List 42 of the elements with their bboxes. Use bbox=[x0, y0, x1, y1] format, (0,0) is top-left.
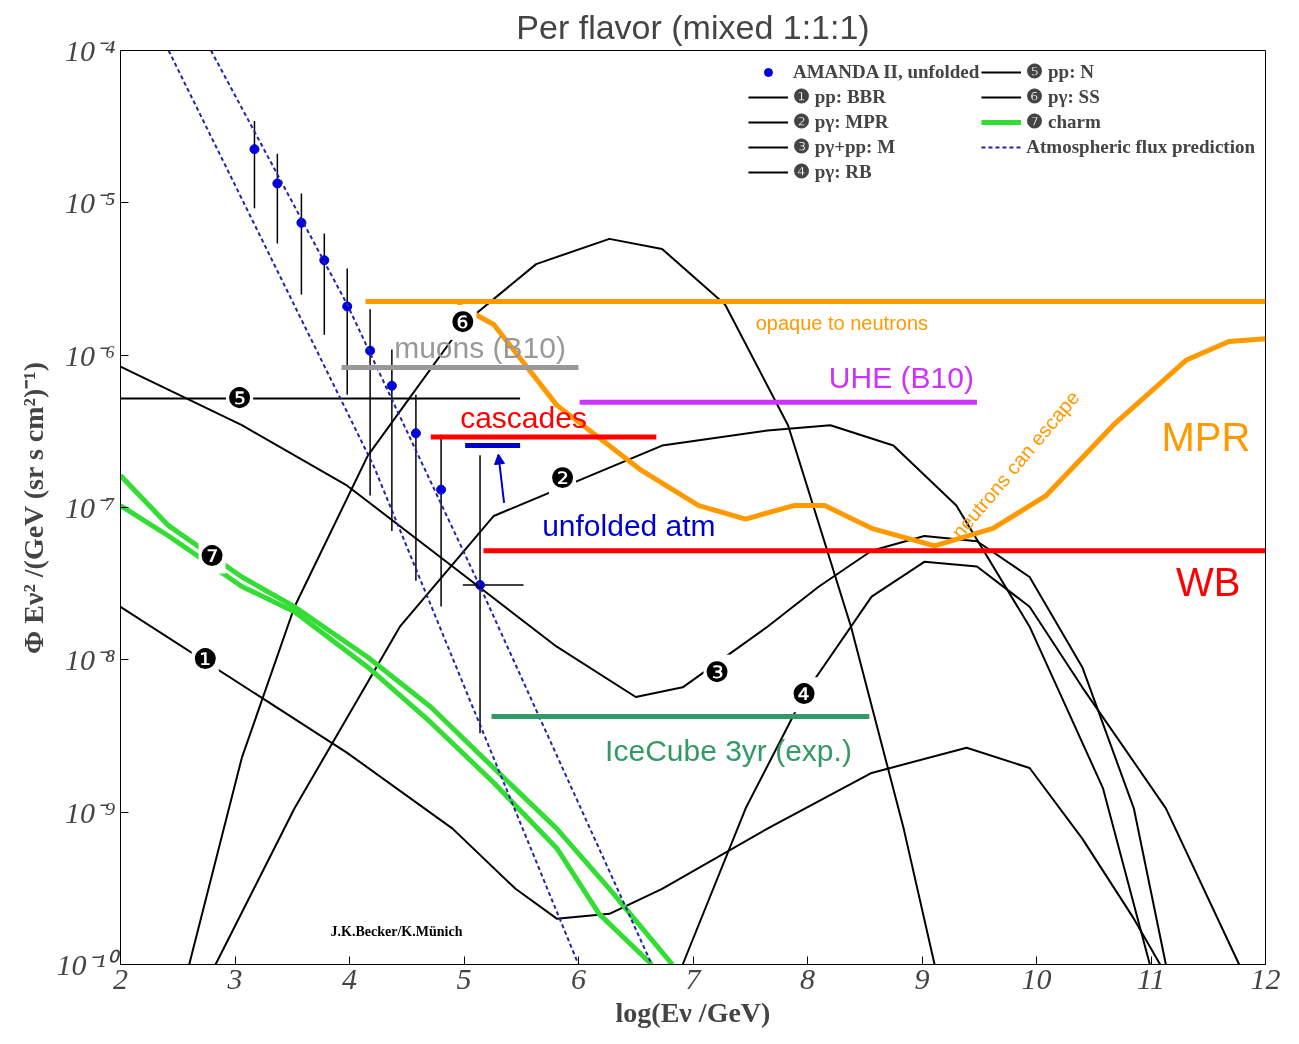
x-tick-label: 12 bbox=[1250, 961, 1281, 995]
legend-label: ❹ pγ: RB bbox=[792, 160, 872, 183]
annotation: ❼ bbox=[199, 539, 225, 573]
legend-label: ❺ pp: N bbox=[1026, 60, 1094, 83]
y-tick-label: 10⁻⁹ bbox=[65, 795, 116, 829]
x-tick-label: 9 bbox=[914, 961, 930, 995]
x-tick-label: 11 bbox=[1137, 961, 1165, 995]
legend-label: AMANDA II, unfolded bbox=[792, 60, 980, 83]
x-tick-label: 10 bbox=[1021, 961, 1052, 995]
y-tick-label: 10⁻⁸ bbox=[65, 643, 116, 677]
legend-label: ❷ pγ: MPR bbox=[792, 110, 889, 133]
series-label: IceCube 3yr (exp.) bbox=[605, 733, 852, 767]
legend-label: ❸ pγ+pp: M bbox=[792, 135, 896, 158]
y-tick-label: 10⁻⁴ bbox=[65, 34, 116, 67]
text: unfolded atm bbox=[542, 508, 716, 542]
x-tick-label: 7 bbox=[685, 961, 703, 995]
chart-title: Per flavor (mixed 1:1:1) bbox=[516, 7, 870, 46]
y-tick-label: 10⁻⁵ bbox=[65, 186, 116, 220]
legend-label: Atmospheric flux prediction bbox=[1026, 135, 1255, 158]
annotation: ❷ bbox=[549, 462, 576, 496]
legend-label: ❼ charm bbox=[1026, 110, 1101, 133]
annotation: J.K.Becker/K.Münich bbox=[330, 924, 463, 939]
annotation: ❶ bbox=[192, 643, 218, 677]
legend-label: ❻ pγ: SS bbox=[1026, 85, 1100, 108]
series-label: WB bbox=[1176, 560, 1241, 605]
y-axis-title: Φ Eν² /(GeV (sr s cm²)⁻¹) bbox=[17, 361, 49, 655]
x-tick-label: 6 bbox=[571, 961, 586, 995]
series-label: opaque to neutrons bbox=[755, 312, 929, 335]
annotation: ❸ bbox=[704, 655, 730, 689]
x-tick-label: 4 bbox=[342, 961, 357, 995]
y-tick-label: 10⁻⁶ bbox=[65, 338, 116, 372]
x-tick-label: 3 bbox=[226, 961, 243, 995]
series-label: MPR bbox=[1161, 415, 1251, 459]
x-tick-label: 8 bbox=[800, 961, 815, 995]
annotation: ❻ bbox=[450, 305, 476, 339]
series-label: UHE (B10) bbox=[828, 361, 974, 395]
y-tick-label: 10⁻⁷ bbox=[65, 491, 116, 524]
annotation: ❺ bbox=[227, 381, 253, 415]
x-axis-title: log(Eν /GeV) bbox=[615, 996, 771, 1028]
x-tick-label: 5 bbox=[456, 961, 472, 995]
legend-label: ❶ pp: BBR bbox=[792, 85, 886, 108]
annotation: ❹ bbox=[791, 678, 817, 712]
